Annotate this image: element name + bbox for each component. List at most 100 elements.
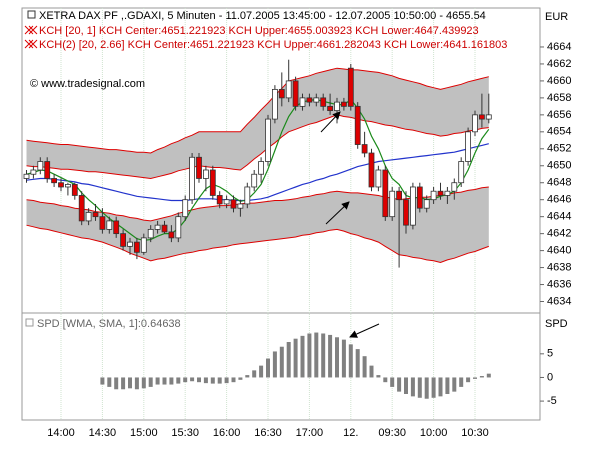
- candle-body: [409, 186, 416, 226]
- candle-body: [154, 224, 161, 230]
- y-tick-label: 4644: [547, 211, 571, 223]
- bar: [162, 377, 167, 385]
- candle-body: [65, 184, 71, 188]
- bar: [272, 351, 277, 378]
- candle-body: [389, 190, 396, 218]
- bar: [466, 377, 471, 383]
- candle-body: [58, 182, 64, 188]
- bar: [128, 377, 132, 389]
- candle-body: [340, 101, 347, 107]
- bar: [424, 377, 429, 399]
- candle-body: [127, 241, 133, 247]
- candle-body: [23, 173, 30, 179]
- candle-body: [161, 224, 168, 233]
- x-tick-label: 15:30: [171, 427, 199, 439]
- candle-body: [244, 186, 251, 205]
- bar: [141, 377, 146, 389]
- y-tick-label: 4650: [547, 160, 571, 172]
- candle-body: [320, 97, 327, 107]
- annotation-arrow: [349, 323, 380, 338]
- y-tick-label: 4634: [547, 295, 571, 307]
- candle-body: [99, 216, 106, 230]
- candle-body: [451, 182, 458, 192]
- bar: [231, 377, 236, 383]
- candle-body: [299, 97, 306, 107]
- bar: [321, 333, 326, 378]
- bar: [410, 377, 415, 397]
- candle-body: [37, 161, 44, 171]
- legend-icon: [27, 10, 36, 19]
- y-tick-label: 4654: [547, 126, 571, 138]
- candle-body: [278, 88, 285, 99]
- bar: [190, 377, 195, 382]
- candle-body: [202, 169, 209, 179]
- candle-body: [437, 190, 444, 196]
- bar: [217, 377, 222, 384]
- candle-body: [396, 190, 403, 201]
- bar: [155, 377, 160, 385]
- band-fill: [26, 68, 489, 179]
- bar: [438, 377, 443, 397]
- x-tick-label: 17:00: [296, 427, 324, 439]
- indicator-line: [26, 143, 489, 202]
- candle-body: [168, 231, 175, 239]
- candle-body: [209, 169, 216, 196]
- y-tick-label: 4636: [547, 278, 571, 290]
- bar: [176, 377, 181, 384]
- bar: [445, 377, 450, 394]
- y-tick-label: 4638: [547, 261, 571, 273]
- candle-body: [382, 169, 389, 218]
- band-line: [26, 114, 489, 180]
- bar: [114, 377, 119, 390]
- bar: [486, 373, 491, 378]
- legend-icon: [24, 25, 38, 35]
- y-tick-label: -5: [547, 395, 557, 407]
- candle-body: [140, 237, 147, 253]
- bar: [197, 377, 201, 383]
- candle-body: [334, 101, 340, 112]
- bar: [376, 375, 381, 378]
- candle-body: [265, 118, 271, 162]
- chart-title: XETRA DAX PF ,.GDAXI, 5 Minuten - 11.07.…: [39, 10, 486, 22]
- candle-body: [251, 173, 258, 188]
- y-tick-label: 4646: [547, 194, 571, 206]
- candle-body: [444, 190, 451, 196]
- candle-body: [133, 241, 140, 253]
- x-tick-label: 09:30: [378, 427, 406, 439]
- bar: [100, 377, 105, 385]
- bar: [210, 377, 215, 384]
- bar: [459, 377, 464, 387]
- legend-entry: KCH [20, 1] KCH Center:4651.221923 KCH U…: [39, 25, 479, 37]
- candle-body: [416, 186, 423, 209]
- x-tick-label: 12.: [343, 427, 358, 439]
- legend-icon: [25, 318, 34, 327]
- bar: [245, 375, 250, 378]
- y-axis-label: EUR: [545, 11, 568, 23]
- candle-body: [85, 212, 92, 222]
- bar: [397, 377, 402, 392]
- candle-body: [237, 203, 244, 209]
- candles: [23, 59, 492, 268]
- bar: [383, 377, 388, 383]
- bar: [348, 344, 353, 378]
- candle-body: [375, 169, 382, 188]
- band-line: [26, 224, 489, 264]
- x-tick-label: 14:30: [89, 427, 117, 439]
- bar: [390, 377, 395, 387]
- candle-body: [223, 199, 230, 205]
- annotation-arrow: [320, 111, 341, 133]
- x-tick-label: 16:00: [213, 427, 241, 439]
- y-tick-label: 4656: [547, 109, 571, 121]
- bar: [369, 365, 374, 378]
- candle-body: [44, 161, 51, 179]
- x-tick-label: 14:00: [47, 427, 75, 439]
- bar: [238, 377, 243, 380]
- bar: [107, 377, 112, 387]
- band-line: [26, 67, 489, 154]
- candle-body: [216, 195, 223, 205]
- candle-body: [478, 114, 485, 120]
- candle-body: [403, 199, 409, 226]
- candle-body: [30, 169, 37, 175]
- bar: [404, 377, 408, 394]
